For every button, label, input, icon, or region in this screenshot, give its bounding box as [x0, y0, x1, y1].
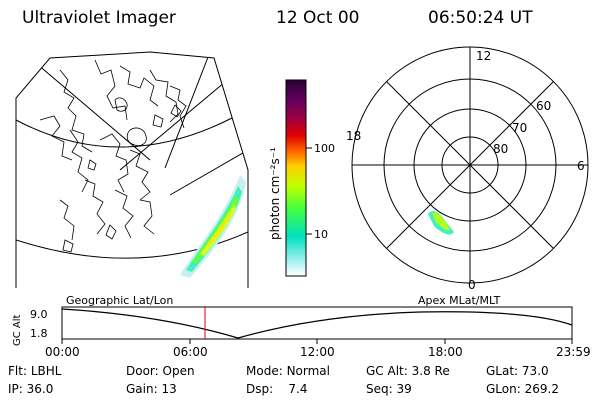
- timeline-ytick-1_8: 1.8: [30, 327, 48, 340]
- observation-time: 06:50:24 UT: [428, 8, 533, 28]
- timeline-xtick-0000: 00:00: [45, 345, 80, 359]
- colorbar-label-100: 100: [314, 142, 335, 155]
- timeline-xtick-1200: 12:00: [300, 345, 335, 359]
- lat-label-80: 80: [493, 142, 508, 156]
- polar-diagonal-2: [385, 80, 555, 250]
- status-gain-value: 13: [161, 382, 177, 396]
- graticule: [16, 52, 248, 259]
- status-filter: Flt: LBHL: [8, 364, 62, 378]
- status-door-value: Open: [162, 364, 195, 378]
- status-gc-alt-value: 3.8 Re: [411, 364, 450, 378]
- polar-plot: 80 70 60 12 18 6 0: [346, 46, 589, 292]
- geographic-map: [16, 52, 248, 278]
- coastlines: [39, 59, 187, 253]
- status-seq: Seq: 39: [366, 382, 412, 396]
- colorbar-unit-label: photon cm⁻²s⁻¹: [268, 147, 282, 240]
- mlt-label-6: 6: [577, 159, 585, 173]
- status-door: Door: Open: [126, 364, 195, 378]
- status-filter-value: LBHL: [30, 364, 62, 378]
- status-glon: GLon: 269.2: [486, 382, 559, 396]
- mlt-label-12: 12: [476, 49, 491, 63]
- status-gain: Gain: 13: [126, 382, 177, 396]
- status-mode-value: Normal: [286, 364, 330, 378]
- status-gc-alt: GC Alt: 3.8 Re: [366, 364, 450, 378]
- polar-aurora-core: [432, 212, 450, 231]
- status-dsp: Dsp: 7.4: [246, 382, 308, 396]
- aurora-emission: [180, 175, 246, 278]
- timeline-right-label: Apex MLat/MLT: [418, 294, 501, 307]
- mlt-label-0: 0: [468, 278, 476, 292]
- instrument-title: Ultraviolet Imager: [22, 8, 176, 28]
- timeline-xtick-2359: 23:59: [556, 345, 591, 359]
- status-dsp-value: 7.4: [288, 382, 308, 396]
- status-ip-value: 36.0: [26, 382, 54, 396]
- timeline-ytick-9: 9.0: [30, 308, 48, 321]
- timeline-xtick-0600: 06:00: [173, 345, 208, 359]
- timeline-xtick-1800: 18:00: [428, 345, 463, 359]
- status-ip: IP: 36.0: [8, 382, 54, 396]
- timeline-frame: [61, 306, 573, 340]
- mlt-label-18: 18: [346, 129, 361, 143]
- observation-date: 12 Oct 00: [276, 8, 360, 28]
- altitude-curve: [61, 308, 573, 339]
- lat-label-70: 70: [512, 121, 527, 135]
- altitude-timeline: Geographic Lat/Lon Apex MLat/MLT GC Alt …: [12, 294, 573, 346]
- status-glat-value: 73.0: [521, 364, 549, 378]
- status-seq-value: 39: [396, 382, 412, 396]
- timeline-left-label: Geographic Lat/Lon: [66, 294, 173, 307]
- status-mode: Mode: Normal: [246, 364, 330, 378]
- map-outline: [15, 51, 249, 288]
- colorbar-label-10: 10: [314, 228, 328, 241]
- colorbar: [285, 79, 307, 277]
- timeline-axis-label: GC Alt: [12, 314, 23, 346]
- status-glat: GLat: 73.0: [486, 364, 549, 378]
- lat-label-60: 60: [536, 99, 551, 113]
- status-glon-value: 269.2: [524, 382, 559, 396]
